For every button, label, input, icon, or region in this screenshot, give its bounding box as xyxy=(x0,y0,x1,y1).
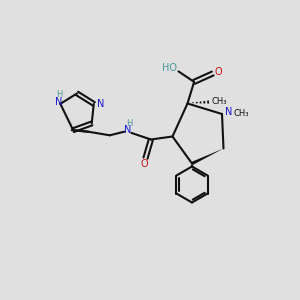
Polygon shape xyxy=(190,164,194,166)
Text: O: O xyxy=(215,67,223,77)
Text: CH₃: CH₃ xyxy=(234,110,249,118)
Text: O: O xyxy=(140,159,148,169)
Text: HO: HO xyxy=(162,63,177,74)
Polygon shape xyxy=(191,148,224,165)
Text: CH₃: CH₃ xyxy=(211,97,227,106)
Text: N: N xyxy=(97,99,104,109)
Text: H: H xyxy=(56,90,62,99)
Text: N: N xyxy=(124,125,131,135)
Text: N: N xyxy=(55,98,62,107)
Text: H: H xyxy=(126,119,132,128)
Text: N: N xyxy=(225,107,232,117)
